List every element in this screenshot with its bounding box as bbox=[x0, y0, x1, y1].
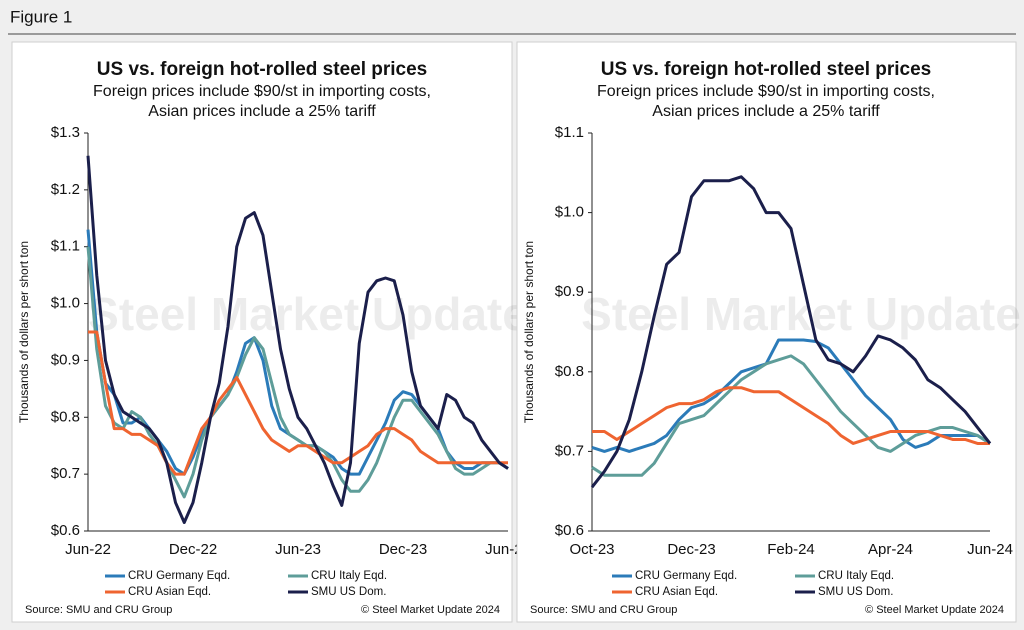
series-line bbox=[592, 386, 990, 445]
watermark: Steel Market Update bbox=[88, 288, 528, 340]
chart-title: US vs. foreign hot-rolled steel prices bbox=[97, 59, 427, 80]
legend-label: CRU Italy Eqd. bbox=[818, 570, 894, 582]
y-tick-label: $0.9 bbox=[51, 351, 80, 368]
legend-label: CRU Asian Eqd. bbox=[635, 586, 718, 598]
panel bbox=[516, 41, 1017, 623]
chart-subtitle: Foreign prices include $90/st in importi… bbox=[597, 83, 935, 100]
y-tick-label: $0.7 bbox=[51, 465, 80, 482]
y-tick-label: $1.0 bbox=[51, 295, 80, 312]
legend-label: CRU Italy Eqd. bbox=[311, 570, 387, 582]
legend-label: CRU Germany Eqd. bbox=[128, 570, 230, 582]
chart-subtitle: Asian prices include a 25% tariff bbox=[148, 103, 376, 120]
y-tick-label: $0.6 bbox=[555, 522, 584, 539]
legend-label: SMU US Dom. bbox=[818, 586, 893, 598]
y-tick-label: $1.1 bbox=[555, 124, 584, 141]
series-line bbox=[590, 175, 992, 489]
y-tick-label: $1.1 bbox=[51, 238, 80, 255]
credit: © Steel Market Update 2024 bbox=[361, 604, 500, 616]
y-tick-label: $0.7 bbox=[555, 442, 584, 459]
series-line bbox=[88, 330, 508, 476]
chart-subtitle: Asian prices include a 25% tariff bbox=[652, 103, 880, 120]
y-tick-label: $1.3 bbox=[51, 124, 80, 141]
legend-label: SMU US Dom. bbox=[311, 586, 386, 598]
chart-title: US vs. foreign hot-rolled steel prices bbox=[601, 59, 931, 80]
credit: © Steel Market Update 2024 bbox=[865, 604, 1004, 616]
x-tick-label: Dec-22 bbox=[169, 541, 217, 558]
source: Source: SMU and CRU Group bbox=[530, 604, 677, 616]
chart-subtitle: Foreign prices include $90/st in importi… bbox=[93, 83, 431, 100]
legend-label: CRU Germany Eqd. bbox=[635, 570, 737, 582]
watermark: Steel Market Update bbox=[581, 288, 1021, 340]
x-tick-label: Dec-23 bbox=[379, 541, 427, 558]
legend-label: CRU Asian Eqd. bbox=[128, 586, 211, 598]
x-tick-label: Jun-22 bbox=[65, 541, 111, 558]
y-tick-label: $0.8 bbox=[555, 363, 584, 380]
series-line bbox=[86, 155, 509, 524]
y-axis-label: Thousands of dollars per short ton bbox=[17, 241, 31, 423]
x-tick-label: Jun-23 bbox=[275, 541, 321, 558]
source: Source: SMU and CRU Group bbox=[25, 604, 172, 616]
x-tick-label: Oct-23 bbox=[569, 541, 614, 558]
x-tick-label: Apr-24 bbox=[868, 541, 913, 558]
y-tick-label: $0.8 bbox=[51, 408, 80, 425]
figure-label: Figure 1 bbox=[10, 7, 72, 26]
y-tick-label: $1.2 bbox=[51, 181, 80, 198]
y-tick-label: $0.9 bbox=[555, 283, 584, 300]
y-tick-label: $1.0 bbox=[555, 204, 584, 221]
y-tick-label: $0.6 bbox=[51, 522, 80, 539]
x-tick-label: Jun-24 bbox=[967, 541, 1013, 558]
x-tick-label: Dec-23 bbox=[667, 541, 715, 558]
series-line bbox=[591, 338, 991, 453]
x-tick-label: Feb-24 bbox=[767, 541, 815, 558]
y-axis-label: Thousands of dollars per short ton bbox=[522, 241, 536, 423]
